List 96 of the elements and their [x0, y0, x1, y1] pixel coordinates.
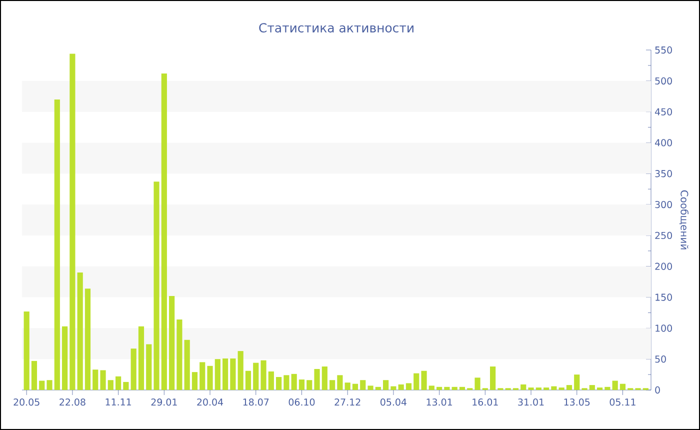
- y-tick-label: 500: [655, 77, 672, 84]
- bar: [169, 296, 175, 390]
- bar: [238, 351, 244, 390]
- bar: [39, 380, 45, 390]
- bar: [444, 386, 450, 390]
- x-tick-label: 27.12: [334, 398, 360, 406]
- x-tick-label: 22.08: [60, 398, 86, 406]
- x-tick-label: 20.05: [14, 398, 40, 406]
- bar: [24, 311, 30, 390]
- bar: [84, 288, 91, 390]
- bar: [92, 370, 98, 390]
- chart-title: Статистика активности: [259, 23, 414, 32]
- bar: [306, 380, 312, 390]
- bar: [284, 375, 290, 390]
- x-tick-label: 16.01: [472, 398, 498, 406]
- x-tick-label: 06.10: [288, 398, 315, 406]
- bar: [612, 380, 618, 390]
- bar: [176, 320, 182, 390]
- bar: [253, 362, 259, 390]
- x-tick-label: 20.04: [197, 398, 224, 406]
- bar: [406, 383, 412, 390]
- y-tick-label: 0: [655, 386, 660, 394]
- bar: [62, 326, 68, 390]
- bar: [192, 372, 198, 390]
- y-tick-label: 350: [655, 170, 672, 178]
- bar: [54, 99, 60, 390]
- bar: [291, 374, 297, 390]
- bar: [116, 376, 122, 390]
- bar: [344, 382, 350, 390]
- bar: [146, 344, 152, 390]
- y-tick-label: 150: [656, 294, 672, 301]
- bar: [574, 374, 580, 390]
- bar: [46, 380, 52, 390]
- y-axis-title: Сообщений: [679, 190, 689, 250]
- bar: [436, 386, 442, 390]
- bar: [31, 360, 38, 390]
- bar: [452, 386, 458, 390]
- bar: [200, 362, 206, 390]
- x-tick-label: 05.11: [610, 398, 636, 406]
- x-tick-label: 29.01: [151, 398, 177, 406]
- bar: [390, 386, 396, 390]
- bar: [566, 385, 572, 390]
- y-tick-label: 400: [654, 139, 672, 146]
- bar: [214, 359, 220, 390]
- bar: [100, 370, 106, 390]
- bar: [245, 370, 252, 390]
- bar: [77, 272, 83, 390]
- bar: [382, 380, 389, 390]
- bar: [520, 384, 526, 390]
- bar: [207, 366, 213, 390]
- bar: [398, 384, 404, 390]
- bar: [222, 358, 228, 390]
- bar: [360, 380, 366, 390]
- bar: [368, 386, 374, 390]
- bar: [260, 360, 266, 390]
- bar: [138, 326, 144, 390]
- y-tick-label: 200: [655, 262, 672, 270]
- y-tick-label: 100: [656, 324, 672, 332]
- bar: [161, 73, 167, 390]
- bar: [589, 385, 595, 390]
- bar: [70, 54, 76, 390]
- bar: [459, 386, 466, 390]
- bar: [329, 380, 336, 390]
- bar: [184, 340, 190, 390]
- y-tick-label: 450: [654, 108, 672, 116]
- bar: [154, 182, 160, 390]
- x-tick-label: 18.07: [243, 398, 269, 406]
- bar: [375, 386, 381, 390]
- x-tick-label: 05.04: [380, 398, 406, 406]
- bar: [123, 382, 129, 390]
- bar: [230, 358, 236, 390]
- bar: [414, 373, 420, 390]
- bar: [276, 377, 282, 390]
- bar: [428, 386, 434, 390]
- x-tick-label: 11.11: [106, 398, 131, 406]
- bar: [620, 384, 626, 390]
- bar: [551, 386, 557, 390]
- x-tick-label: 13.05: [564, 398, 590, 406]
- y-tick-label: 250: [655, 232, 672, 240]
- bar: [474, 378, 480, 390]
- bar: [314, 368, 320, 390]
- y-tick-label: 300: [655, 200, 672, 208]
- y-tick-label: 50: [655, 356, 666, 363]
- bar: [490, 366, 496, 390]
- y-tick-label: 550: [655, 46, 672, 54]
- bar: [337, 375, 343, 390]
- bar: [352, 384, 358, 390]
- x-tick-label: 31.01: [518, 398, 544, 406]
- bar: [130, 348, 136, 390]
- bar: [108, 380, 114, 390]
- x-tick-label: 13.01: [426, 398, 452, 406]
- bar: [268, 371, 274, 390]
- bar: [298, 379, 305, 390]
- bar: [322, 366, 328, 390]
- bar: [421, 370, 427, 390]
- bar: [604, 386, 610, 390]
